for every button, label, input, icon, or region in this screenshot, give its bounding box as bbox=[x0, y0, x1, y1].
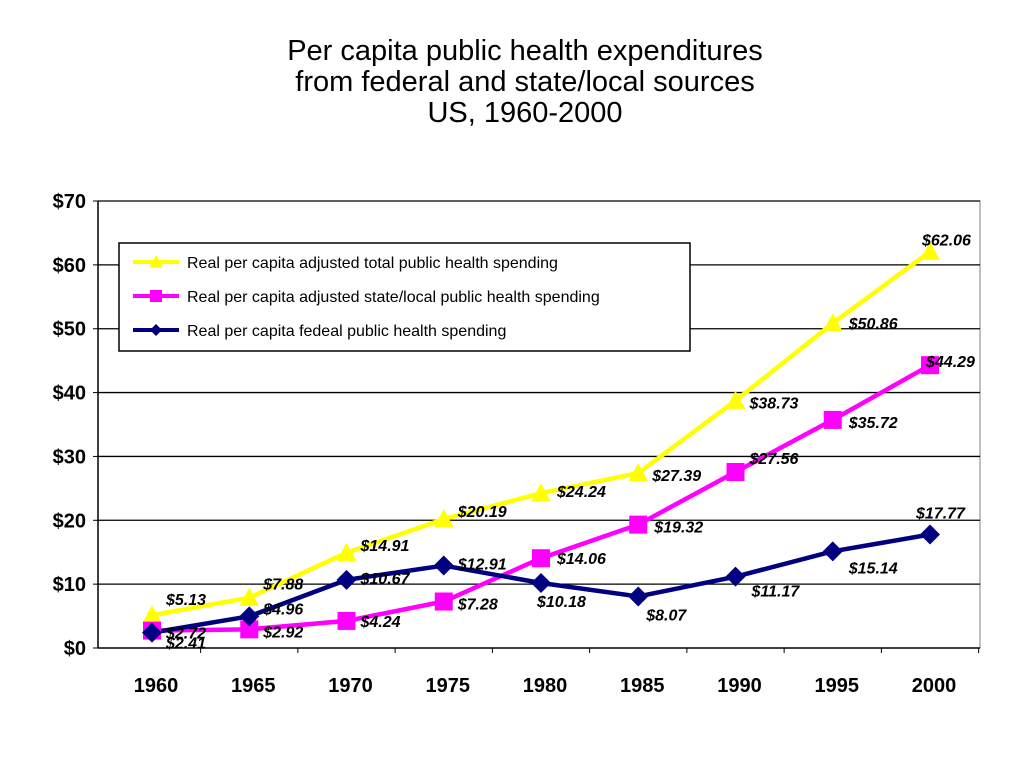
diamond-marker bbox=[628, 586, 649, 607]
diamond-marker bbox=[239, 606, 260, 627]
legend-entry: Real per capita adjusted state/local pub… bbox=[187, 289, 600, 306]
triangle-marker bbox=[822, 313, 843, 332]
x-tick-label: 1975 bbox=[426, 675, 471, 697]
y-tick-label: $60 bbox=[53, 255, 86, 277]
square-marker bbox=[921, 356, 939, 375]
square-marker bbox=[240, 620, 259, 639]
x-tick-label: 2000 bbox=[912, 675, 957, 697]
data-label: $19.32 bbox=[653, 520, 703, 537]
x-tick-label: 1985 bbox=[620, 675, 665, 697]
chart-title-line-2: from federal and state/local sources bbox=[295, 66, 755, 98]
square-marker bbox=[629, 515, 648, 534]
triangle-marker bbox=[725, 390, 746, 409]
data-label: $27.56 bbox=[749, 451, 799, 468]
y-tick-label: $30 bbox=[53, 446, 86, 468]
x-tick-label: 1980 bbox=[523, 675, 568, 697]
data-label: $44.29 bbox=[925, 354, 975, 371]
y-tick-label: $70 bbox=[53, 191, 86, 213]
x-tick-label: 1990 bbox=[717, 675, 762, 697]
data-label: $8.07 bbox=[645, 607, 687, 624]
diamond-marker bbox=[822, 541, 843, 562]
diamond-marker bbox=[531, 572, 551, 593]
data-label: $7.28 bbox=[457, 597, 498, 614]
diamond-marker bbox=[433, 555, 454, 576]
data-label: $24.24 bbox=[556, 484, 606, 501]
chart-title-line-1: Per capita public health expenditures bbox=[287, 35, 763, 67]
data-label: $14.91 bbox=[360, 538, 410, 555]
data-label: $35.72 bbox=[848, 415, 898, 432]
data-label: $4.96 bbox=[262, 601, 303, 618]
series-layer bbox=[142, 241, 940, 643]
legend-entry: Real per capita fedeal public health spe… bbox=[187, 323, 506, 340]
y-tick-label: $0 bbox=[64, 638, 86, 660]
data-label: $12.91 bbox=[457, 557, 507, 574]
triangle-marker bbox=[920, 241, 940, 260]
triangle-marker bbox=[433, 509, 454, 528]
triangle-marker bbox=[628, 463, 649, 482]
data-labels: $5.13 $7.88 $14.91 $20.19 $24.24 $27.39 $38.73… bbox=[165, 233, 975, 653]
x-tick-label: 1970 bbox=[328, 675, 373, 697]
data-label: $7.88 bbox=[262, 577, 303, 594]
diamond-marker bbox=[142, 622, 162, 643]
data-label: $14.06 bbox=[556, 551, 606, 568]
diamond-marker bbox=[336, 569, 357, 590]
data-label: $2.41 bbox=[165, 636, 206, 653]
triangle-marker bbox=[531, 483, 551, 502]
legend: Real per capita adjusted total public he… bbox=[118, 242, 691, 352]
diamond-marker bbox=[725, 566, 746, 587]
y-tick-label: $10 bbox=[53, 574, 86, 596]
data-label: $27.39 bbox=[651, 468, 701, 485]
square-marker bbox=[337, 611, 356, 630]
square-marker bbox=[823, 410, 842, 429]
x-tick-label: 1995 bbox=[815, 675, 860, 697]
data-label: $15.14 bbox=[848, 560, 898, 577]
square-marker bbox=[532, 549, 550, 568]
data-label: $4.24 bbox=[360, 614, 401, 631]
diamond-marker bbox=[920, 524, 940, 545]
chart-title: Per capita public health expenditures fr… bbox=[0, 36, 1024, 129]
x-tick-label: 1960 bbox=[134, 675, 179, 697]
square-marker bbox=[434, 592, 453, 611]
data-label: $17.77 bbox=[915, 506, 966, 523]
square-marker bbox=[726, 463, 745, 482]
data-label: $38.73 bbox=[749, 396, 799, 413]
triangle-marker bbox=[149, 254, 163, 268]
y-tick-label: $50 bbox=[53, 319, 86, 341]
chart-title-line-3: US, 1960-2000 bbox=[427, 97, 623, 129]
data-label: $62.06 bbox=[921, 233, 971, 250]
y-tick-label: $40 bbox=[53, 383, 86, 405]
y-tick-label: $20 bbox=[53, 510, 86, 532]
square-marker bbox=[150, 290, 162, 302]
data-label: $2.92 bbox=[262, 624, 303, 641]
triangle-marker bbox=[336, 542, 357, 561]
data-label: $10.18 bbox=[536, 594, 586, 611]
x-axis: 1960 1965 1970 1975 1980 1985 1990 1995 2000 bbox=[98, 647, 980, 697]
legend-entry: Real per capita adjusted total public he… bbox=[187, 255, 558, 272]
data-label: $20.19 bbox=[457, 504, 507, 521]
y-axis: $0 $10 $20 $30 $40 $50 $60 $70 bbox=[53, 191, 99, 660]
diamond-marker bbox=[150, 324, 162, 336]
data-label: $50.86 bbox=[848, 316, 898, 333]
legend-box bbox=[118, 242, 691, 352]
data-label: $11.17 bbox=[751, 584, 801, 601]
data-label: $10.67 bbox=[360, 571, 411, 588]
data-label: $5.13 bbox=[165, 592, 206, 609]
x-tick-label: 1965 bbox=[231, 675, 276, 697]
data-label: $2.72 bbox=[165, 626, 206, 643]
triangle-marker bbox=[239, 587, 260, 606]
